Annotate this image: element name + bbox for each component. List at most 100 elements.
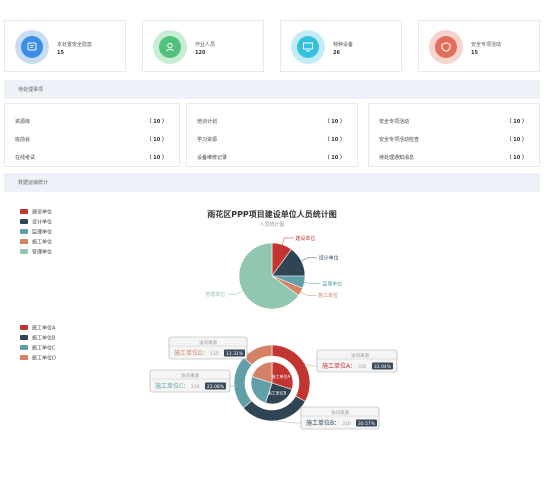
todo-column-2: 培训计划 （ 10 ） 学习资源 （ 10 ） 设备维修记录 （ 10 ） xyxy=(186,103,358,167)
worker-icon xyxy=(166,42,174,52)
stat-label: 本处置安全隐患 xyxy=(57,42,93,48)
legend-swatch xyxy=(20,249,28,254)
callout-percent-bg xyxy=(224,349,245,357)
todo-item-label: 设备维修记录 xyxy=(197,155,228,161)
callout-value: 234 xyxy=(191,384,200,390)
legend-label: 施工单位 xyxy=(32,239,52,246)
callout-percent: 13.31% xyxy=(226,351,244,357)
pie-slice-label: 建设单位 xyxy=(295,235,315,242)
legend-label: 施工单位A xyxy=(32,325,56,332)
todo-item-label: 资源库 xyxy=(15,119,31,125)
stat-value: 15 xyxy=(471,50,478,56)
callout-line xyxy=(304,363,317,367)
stat-value: 120 xyxy=(195,50,206,56)
todo-item-count: （ 10 ） xyxy=(146,155,167,161)
todo-item-label: 学习资源 xyxy=(197,137,218,143)
stat-card-3[interactable]: 特种设备 26 xyxy=(280,20,402,72)
stat-label: 特种设备 xyxy=(333,42,354,48)
todo-item-count: （ 10 ） xyxy=(506,119,527,125)
legend-swatch xyxy=(20,335,28,340)
pie-slice-5 xyxy=(238,242,300,310)
monitor-icon xyxy=(303,42,313,52)
legend-label: 管理单位 xyxy=(32,249,52,256)
stat-icon-ring xyxy=(153,30,187,64)
callout-line xyxy=(275,420,301,424)
pie-slice-label: 监理单位 xyxy=(322,280,342,287)
stat-label: 安全专项活动 xyxy=(471,42,502,48)
pie-slice-label: 设计单位 xyxy=(319,255,339,262)
todo-item-count: （ 10 ） xyxy=(506,155,527,161)
legend-label: 监理单位 xyxy=(32,229,52,236)
pie-slice-label: 施工单位 xyxy=(318,292,338,299)
pie-label-line xyxy=(227,290,243,295)
legend-swatch xyxy=(20,219,28,224)
callout-percent: 30.57% xyxy=(358,421,376,427)
callout-name: 施工单位D： xyxy=(174,349,209,357)
todo-item[interactable]: 学习资源 （ 10 ） xyxy=(197,136,349,144)
todo-item-label: 安全专项活动检查 xyxy=(379,137,420,143)
callout-value: 335 xyxy=(358,364,367,370)
todo-item[interactable]: 待处理通知消息 （ 10 ） xyxy=(379,154,531,162)
stat-label: 作业人员 xyxy=(195,42,216,48)
donut-outer-3 xyxy=(233,357,253,409)
callout-value: 310 xyxy=(342,421,351,427)
stat-card-4[interactable]: 安全专项活动 15 xyxy=(418,20,540,72)
legend-swatch xyxy=(20,345,28,350)
callout-title: 访问来源 xyxy=(331,409,349,416)
donut-outer-4 xyxy=(243,344,273,366)
legend-label: 建设单位 xyxy=(32,209,52,216)
stat-card-1[interactable]: 本处置安全隐患 15 xyxy=(4,20,126,72)
todo-column-3: 安全专项活动 （ 10 ） 安全专项活动检查 （ 10 ） 待处理通知消息 （ 10 ） xyxy=(368,103,540,167)
callout-line xyxy=(230,382,237,387)
callout-name: 施工单位A： xyxy=(322,362,356,370)
todo-item[interactable]: 培训计划 （ 10 ） xyxy=(197,118,349,126)
charts-svg: 建设单位设计单位监理单位施工单位管理单位雨花区PPP项目建设单位人员统计图人员统… xyxy=(20,209,398,430)
callout-title: 访问来源 xyxy=(199,339,217,346)
todo-item-count: （ 10 ） xyxy=(324,155,345,161)
todo-item[interactable]: 班前会 （ 10 ） xyxy=(15,136,171,144)
callout-percent-bg xyxy=(356,419,377,427)
todo-column-1: 资源库 （ 10 ） 班前会 （ 10 ） 在线考试 （ 10 ） xyxy=(4,103,180,167)
legend-swatch xyxy=(20,209,28,214)
todo-item-label: 培训计划 xyxy=(197,119,218,125)
pie-slice-label: 管理单位 xyxy=(205,291,225,298)
todo-item-count: （ 10 ） xyxy=(324,137,345,143)
legend-swatch xyxy=(20,355,28,360)
todo-section-title: 待处理事项 xyxy=(18,87,44,93)
donut-inner-1 xyxy=(271,361,294,390)
stat-icon-ring xyxy=(429,30,463,64)
stat-value: 15 xyxy=(57,50,64,56)
stats-section-title: 数据运输统计 xyxy=(18,180,49,186)
todo-item[interactable]: 安全专项活动检查 （ 10 ） xyxy=(379,136,531,144)
todo-item[interactable]: 安全专项活动 （ 10 ） xyxy=(379,118,531,126)
todo-item[interactable]: 设备维修记录 （ 10 ） xyxy=(197,154,349,162)
todo-item[interactable]: 资源库 （ 10 ） xyxy=(15,118,171,126)
donut-inner-3 xyxy=(250,376,273,404)
pie-label-line xyxy=(301,257,317,262)
todo-item-count: （ 10 ） xyxy=(146,119,167,125)
todo-item-label: 班前会 xyxy=(15,137,31,143)
callout-title: 访问来源 xyxy=(351,352,369,359)
stats-section-header: 数据运输统计 xyxy=(4,173,540,192)
donut-inner-label: 施工单位B xyxy=(268,389,287,395)
legend-label: 施工单位D xyxy=(32,355,56,362)
pie-label-line xyxy=(300,291,317,296)
todo-item-label: 在线考试 xyxy=(15,155,36,161)
todo-item-count: （ 10 ） xyxy=(506,137,527,143)
callout-name: 施工单位C： xyxy=(155,382,189,390)
legend-label: 施工单位B xyxy=(32,335,56,342)
callout-line xyxy=(247,348,257,354)
chart-title: 雨花区PPP项目建设单位人员统计图 xyxy=(207,209,337,219)
todo-item-label: 安全专项活动 xyxy=(379,119,410,125)
stat-icon-ring xyxy=(15,30,49,64)
todo-item-count: （ 10 ） xyxy=(324,119,345,125)
todo-section-header: 待处理事项 xyxy=(4,80,540,99)
screen-icon xyxy=(27,42,37,51)
pie-label-line xyxy=(281,237,294,245)
stat-card-2[interactable]: 作业人员 120 xyxy=(142,20,264,72)
shield-icon xyxy=(441,42,451,52)
callout-percent-bg xyxy=(372,362,393,370)
callout-percent-bg xyxy=(205,382,226,390)
legend-label: 设计单位 xyxy=(32,219,52,226)
todo-item[interactable]: 在线考试 （ 10 ） xyxy=(15,154,171,162)
